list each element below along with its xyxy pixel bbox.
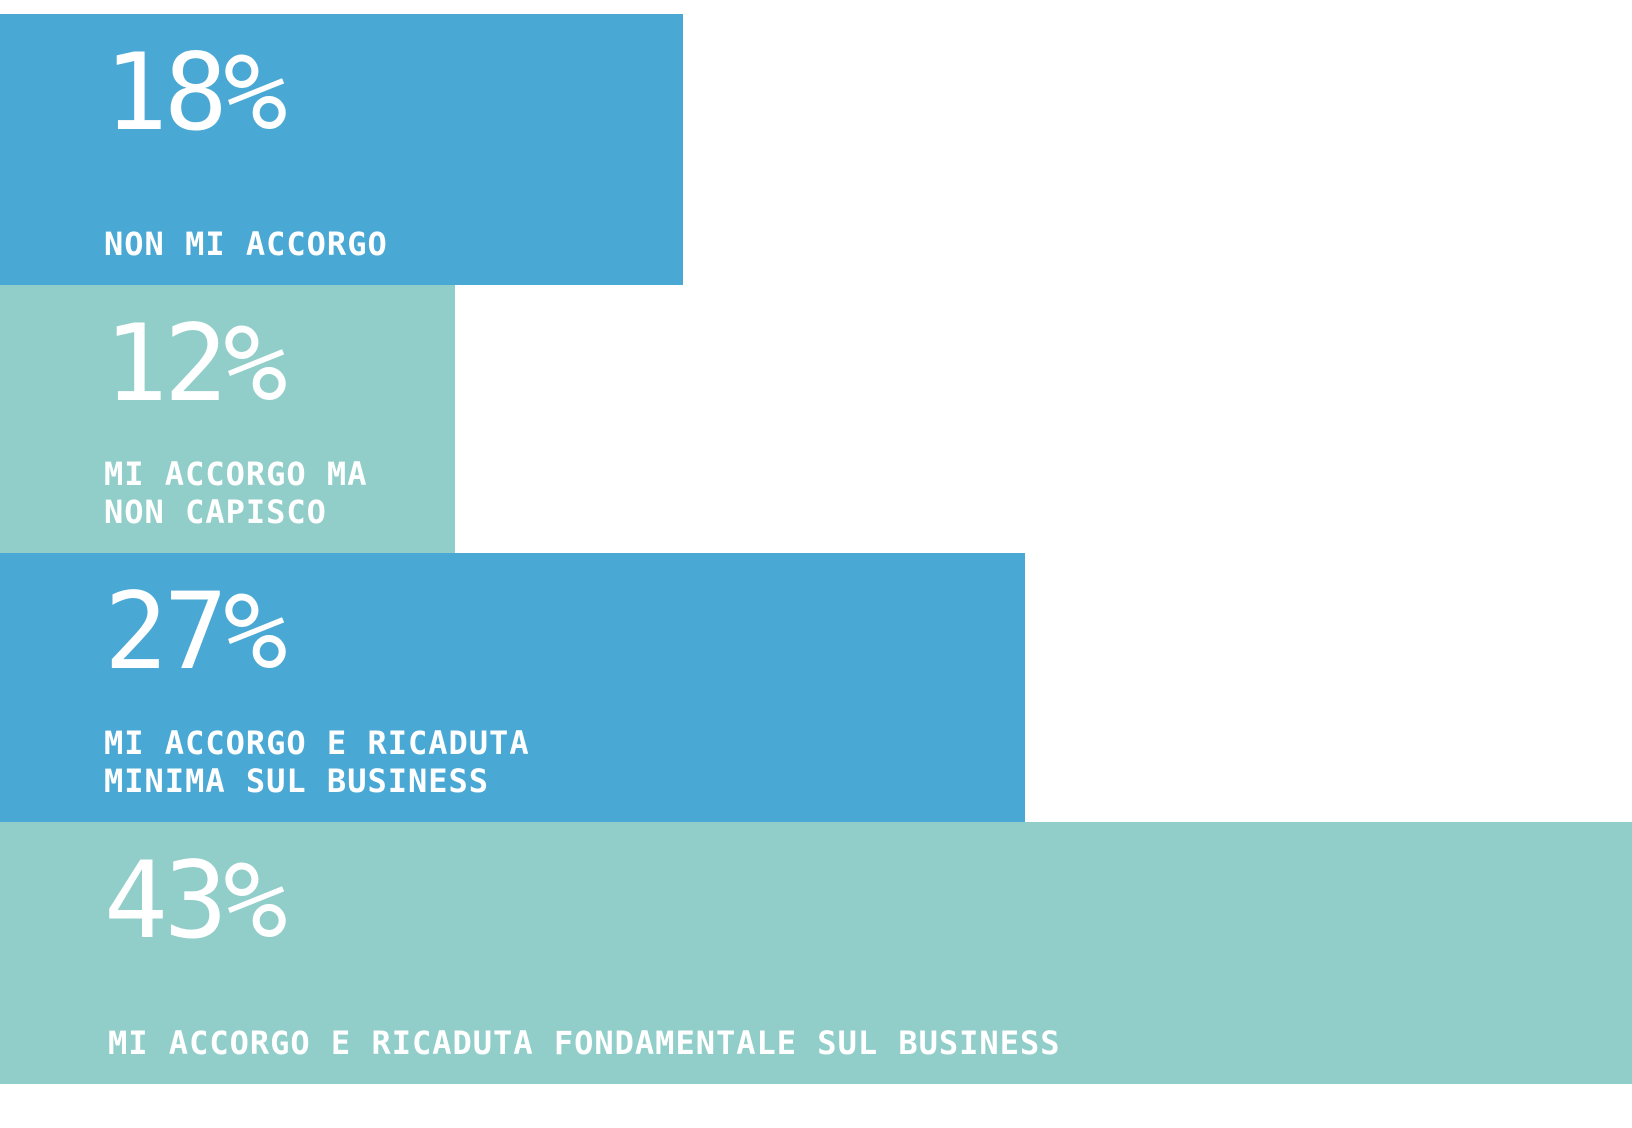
bar-3: 27% MI ACCORGO E RICADUTA MINIMA SUL BUSI… (0, 553, 1025, 822)
bar-value-label: 18% (104, 31, 287, 154)
bar-value-label: 12% (104, 302, 287, 425)
bar-4: 43% MI ACCORGO E RICADUTA FONDAMENTALE SU… (0, 822, 1632, 1084)
bar-category-label: NON MI ACCORGO (104, 225, 388, 263)
bar-category-label: MI ACCORGO E RICADUTA MINIMA SUL BUSINES… (104, 724, 530, 800)
bar-category-label: MI ACCORGO MA NON CAPISCO (104, 455, 368, 531)
bar-1: 18% NON MI ACCORGO (0, 14, 683, 285)
bar-2: 12% MI ACCORGO MA NON CAPISCO (0, 285, 455, 553)
bar-value-label: 27% (104, 570, 287, 693)
bar-value-label: 43% (104, 839, 287, 962)
bar-category-label: MI ACCORGO E RICADUTA FONDAMENTALE SUL B… (108, 1024, 1061, 1062)
